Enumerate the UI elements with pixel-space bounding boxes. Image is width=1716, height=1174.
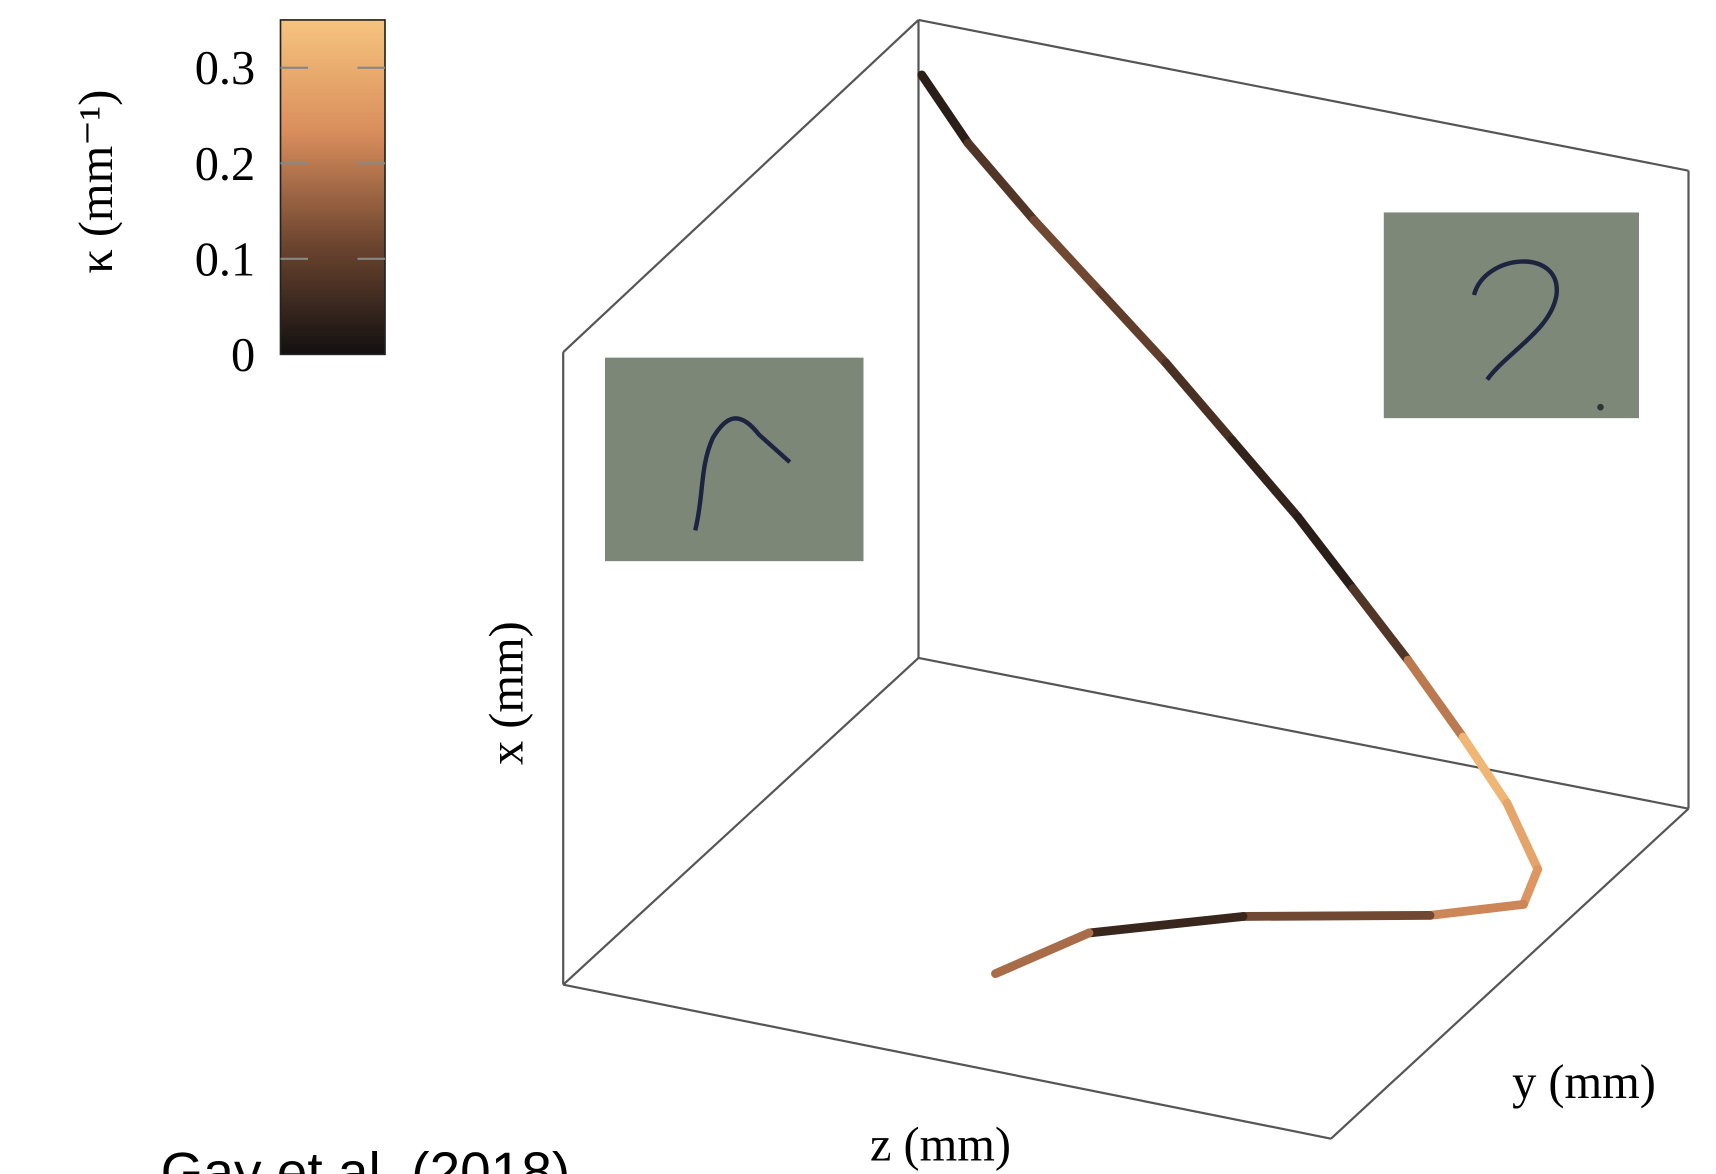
curve-segment [1084, 912, 1248, 938]
curve-segment [1095, 287, 1171, 368]
curve-segment [1238, 910, 1435, 921]
curve-segment [1161, 358, 1237, 445]
curve-segment [991, 928, 1094, 979]
curve-segment [1519, 864, 1543, 909]
curve-segment [1458, 732, 1512, 808]
z-axis-label: z (mm) [870, 1119, 1011, 1172]
colorbar-label: κ (mm⁻¹) [70, 90, 123, 274]
inset-photo [1383, 212, 1639, 419]
citation: Gay et al. (2018) [161, 1140, 571, 1174]
colorbar-tick-label: 0 [231, 329, 255, 382]
y-axis-label: y (mm) [1512, 1056, 1656, 1109]
x-axis-label: x (mm) [481, 621, 534, 765]
colorbar [279, 19, 386, 356]
curve-segment [1029, 215, 1105, 297]
colorbar-tick-label: 0.1 [195, 233, 256, 286]
curve-segment [1348, 584, 1413, 665]
curve-segment [963, 138, 1039, 225]
axes-box [562, 18, 1690, 1140]
curve-segment [1227, 435, 1303, 522]
curve-segment [1425, 899, 1528, 920]
curve-segment [917, 70, 973, 148]
colorbar-ticks: 0 0.1 0.2 0.3 [195, 42, 386, 382]
curve-segment [1293, 512, 1358, 594]
curve-segment [1403, 655, 1468, 742]
curve-segment [1502, 798, 1543, 874]
inset-photo [605, 357, 864, 562]
colorbar-tick-label: 0.3 [195, 42, 256, 95]
curve [917, 70, 1543, 979]
colorbar-tick-label: 0.2 [195, 138, 256, 191]
